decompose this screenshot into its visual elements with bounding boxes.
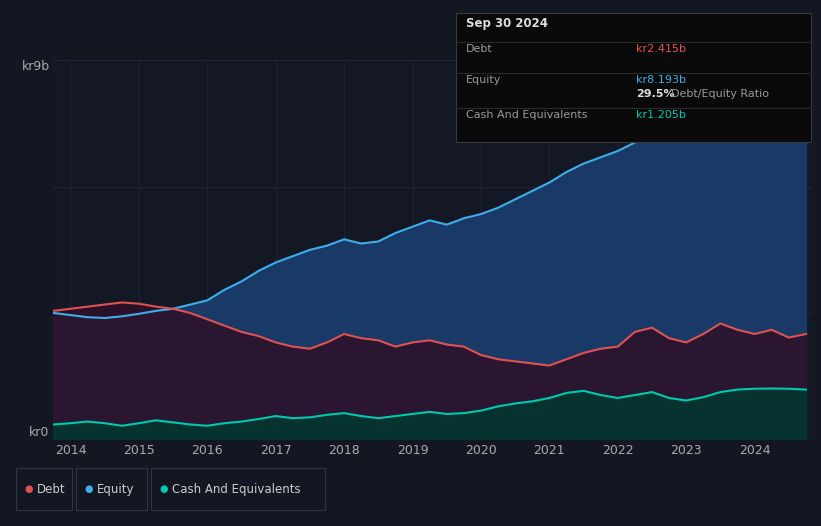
Text: kr8.193b: kr8.193b [636,75,686,85]
Text: Cash And Equivalents: Cash And Equivalents [172,483,300,495]
Text: kr9b: kr9b [21,60,49,74]
Text: ●: ● [85,484,93,494]
Text: Debt/Equity Ratio: Debt/Equity Ratio [671,89,768,99]
Text: kr2.415b: kr2.415b [636,44,686,54]
Text: Cash And Equivalents: Cash And Equivalents [466,110,587,120]
Text: ●: ● [25,484,33,494]
Text: Debt: Debt [37,483,66,495]
Text: ●: ● [159,484,167,494]
Text: Debt: Debt [466,44,493,54]
Text: kr1.205b: kr1.205b [636,110,686,120]
Text: kr0: kr0 [30,426,49,439]
Text: Sep 30 2024: Sep 30 2024 [466,17,548,31]
Text: 29.5%: 29.5% [636,89,675,99]
Text: Equity: Equity [97,483,135,495]
Text: Equity: Equity [466,75,501,85]
